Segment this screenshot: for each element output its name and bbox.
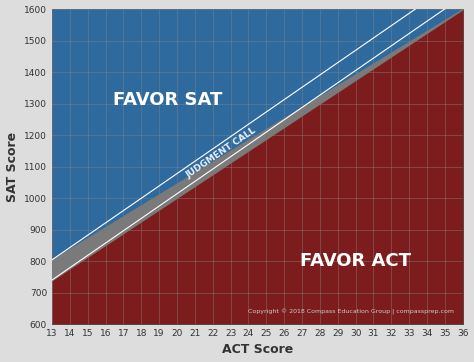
Text: JUDGMENT CALL: JUDGMENT CALL bbox=[185, 126, 258, 180]
Text: FAVOR SAT: FAVOR SAT bbox=[113, 91, 223, 109]
Text: FAVOR ACT: FAVOR ACT bbox=[300, 252, 411, 270]
X-axis label: ACT Score: ACT Score bbox=[222, 344, 293, 357]
Y-axis label: SAT Score: SAT Score bbox=[6, 131, 18, 202]
Text: Copyright © 2018 Compass Education Group | compassprep.com: Copyright © 2018 Compass Education Group… bbox=[248, 308, 455, 315]
